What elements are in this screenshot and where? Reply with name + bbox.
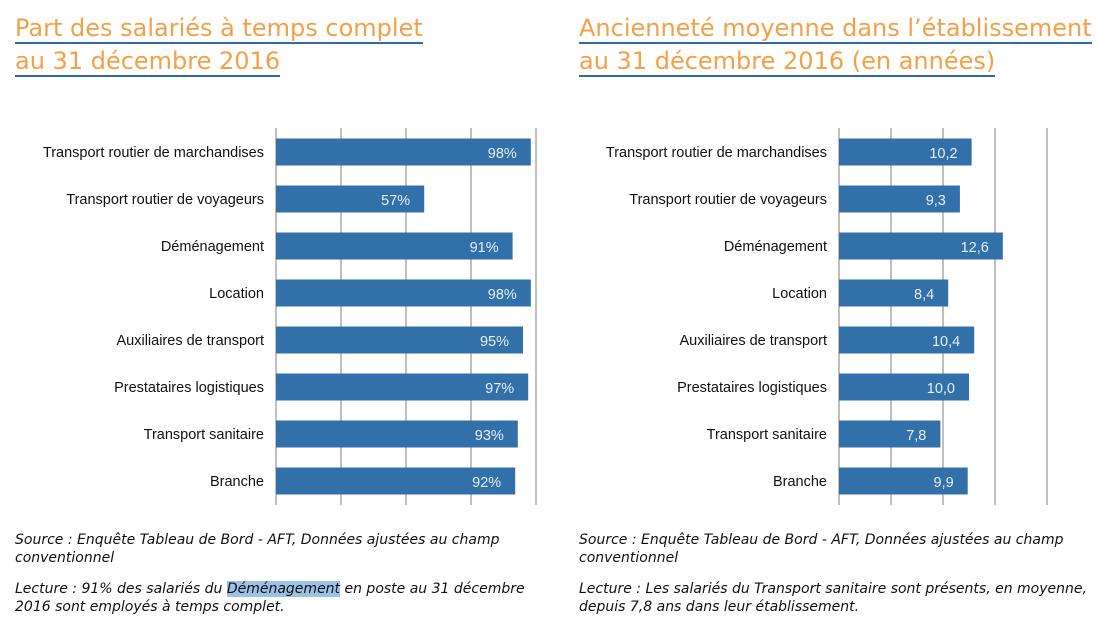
category-label: Déménagement	[161, 239, 264, 255]
bar	[839, 138, 972, 166]
title-line-1: Ancienneté moyenne dans l’établissement	[579, 14, 1092, 44]
data-label: 92%	[472, 475, 501, 491]
bar	[839, 467, 968, 495]
bar	[276, 185, 425, 213]
chart-title-seniority: Ancienneté moyenne dans l’établissement a…	[579, 12, 1092, 78]
title-line-1: Part des salariés à temps complet	[15, 14, 423, 44]
bar	[276, 326, 523, 354]
category-label: Transport sanitaire	[707, 427, 827, 443]
source-note-right: Source : Enquête Tableau de Bord - AFT, …	[579, 532, 1064, 566]
category-label: Transport routier de marchandises	[43, 145, 264, 161]
data-label: 10,0	[927, 381, 955, 397]
data-label: 9,3	[926, 193, 946, 209]
chart-title-full-time: Part des salariés à temps complet au 31 d…	[15, 12, 423, 78]
category-label: Branche	[773, 474, 827, 490]
category-label: Transport routier de marchandises	[606, 145, 827, 161]
category-label: Location	[209, 286, 264, 302]
bar	[839, 420, 941, 448]
category-label: Transport routier de voyageurs	[66, 192, 264, 208]
bar	[276, 279, 531, 307]
bar	[276, 138, 531, 166]
bar	[839, 185, 960, 213]
category-label: Branche	[210, 474, 264, 490]
data-label: 7,8	[906, 428, 926, 444]
lecture-note-right: Lecture : Les salariés du Transport sani…	[579, 581, 1087, 615]
data-label: 10,4	[932, 334, 960, 350]
data-label: 57%	[381, 193, 410, 209]
data-label: 97%	[485, 381, 514, 397]
category-label: Auxiliaires de transport	[117, 333, 265, 349]
bar	[276, 373, 529, 401]
bar-chart-full-time: Transport routier de marchandises 98% Tran…	[43, 128, 537, 505]
lecture-note-left: Lecture : 91% des salariés du Déménageme…	[15, 580, 535, 616]
bar	[839, 232, 1003, 260]
category-label: Prestataires logistiques	[114, 380, 264, 396]
category-label: Transport sanitaire	[144, 427, 264, 443]
bar	[839, 373, 969, 401]
lecture-text: en poste au 31 décembre 2016 sont employ…	[15, 581, 525, 615]
bar	[276, 467, 516, 495]
data-label: 98%	[488, 146, 517, 162]
data-label: 93%	[475, 428, 504, 444]
category-label: Prestataires logistiques	[677, 380, 827, 396]
title-line-2: au 31 décembre 2016 (en années)	[579, 47, 996, 77]
data-label: 98%	[488, 287, 517, 303]
data-label: 12,6	[961, 240, 989, 256]
bar	[276, 232, 513, 260]
bar	[839, 326, 975, 354]
category-label: Transport routier de voyageurs	[629, 192, 827, 208]
lecture-text: Lecture : 91% des salariés du	[15, 581, 227, 597]
highlighted-text: Déménagement	[226, 581, 341, 597]
data-label: 91%	[470, 240, 499, 256]
bar	[276, 420, 518, 448]
bar-chart-seniority: Transport routier de marchandises 10,2 Tra…	[606, 128, 1048, 505]
bar	[839, 279, 949, 307]
data-label: 8,4	[914, 287, 934, 303]
category-label: Location	[772, 286, 827, 302]
data-label: 10,2	[929, 146, 957, 162]
data-label: 9,9	[934, 475, 954, 491]
source-note-left: Source : Enquête Tableau de Bord - AFT, …	[15, 532, 500, 566]
category-label: Déménagement	[724, 239, 827, 255]
data-label: 95%	[480, 334, 509, 350]
title-line-2: au 31 décembre 2016	[15, 47, 281, 77]
category-label: Auxiliaires de transport	[680, 333, 828, 349]
